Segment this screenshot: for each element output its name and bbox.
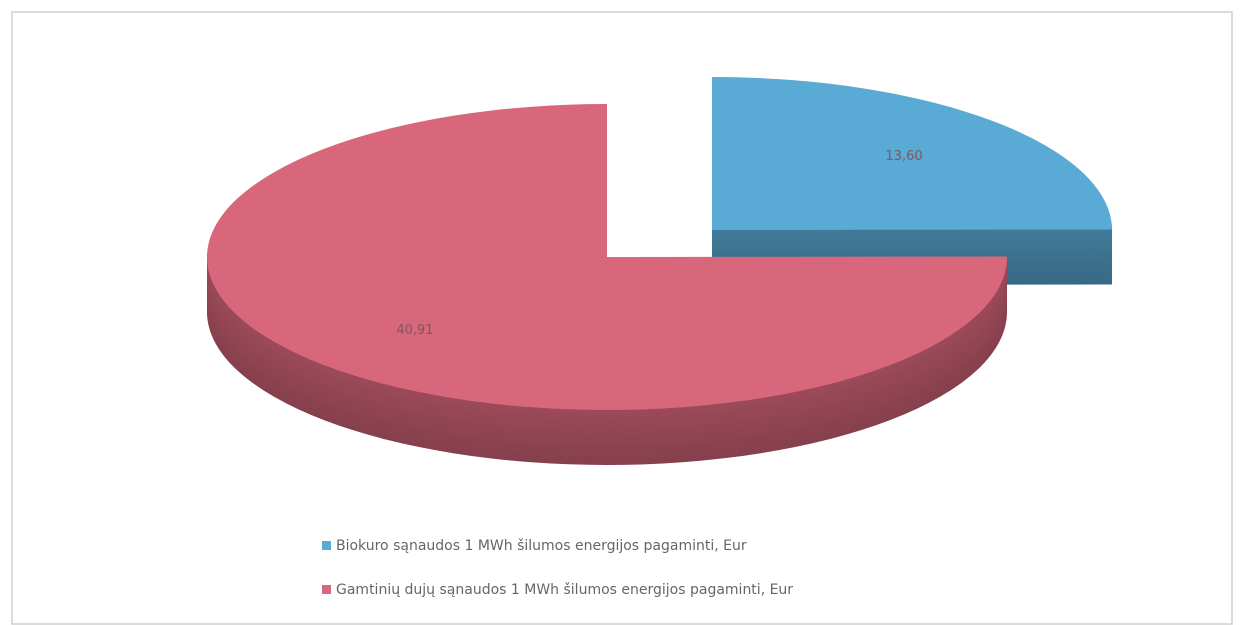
- legend-swatch: [322, 541, 331, 550]
- data-label: 40,91: [396, 323, 433, 338]
- legend-label: Biokuro sąnaudos 1 MWh šilumos energijos…: [336, 538, 747, 554]
- legend-swatch: [322, 585, 331, 594]
- slice: [712, 77, 1112, 230]
- data-label: 13,60: [885, 149, 922, 164]
- slice: [207, 104, 1007, 410]
- legend-label: Gamtinių dujų sąnaudos 1 MWh šilumos ene…: [336, 582, 793, 598]
- chart-frame: [11, 11, 1233, 625]
